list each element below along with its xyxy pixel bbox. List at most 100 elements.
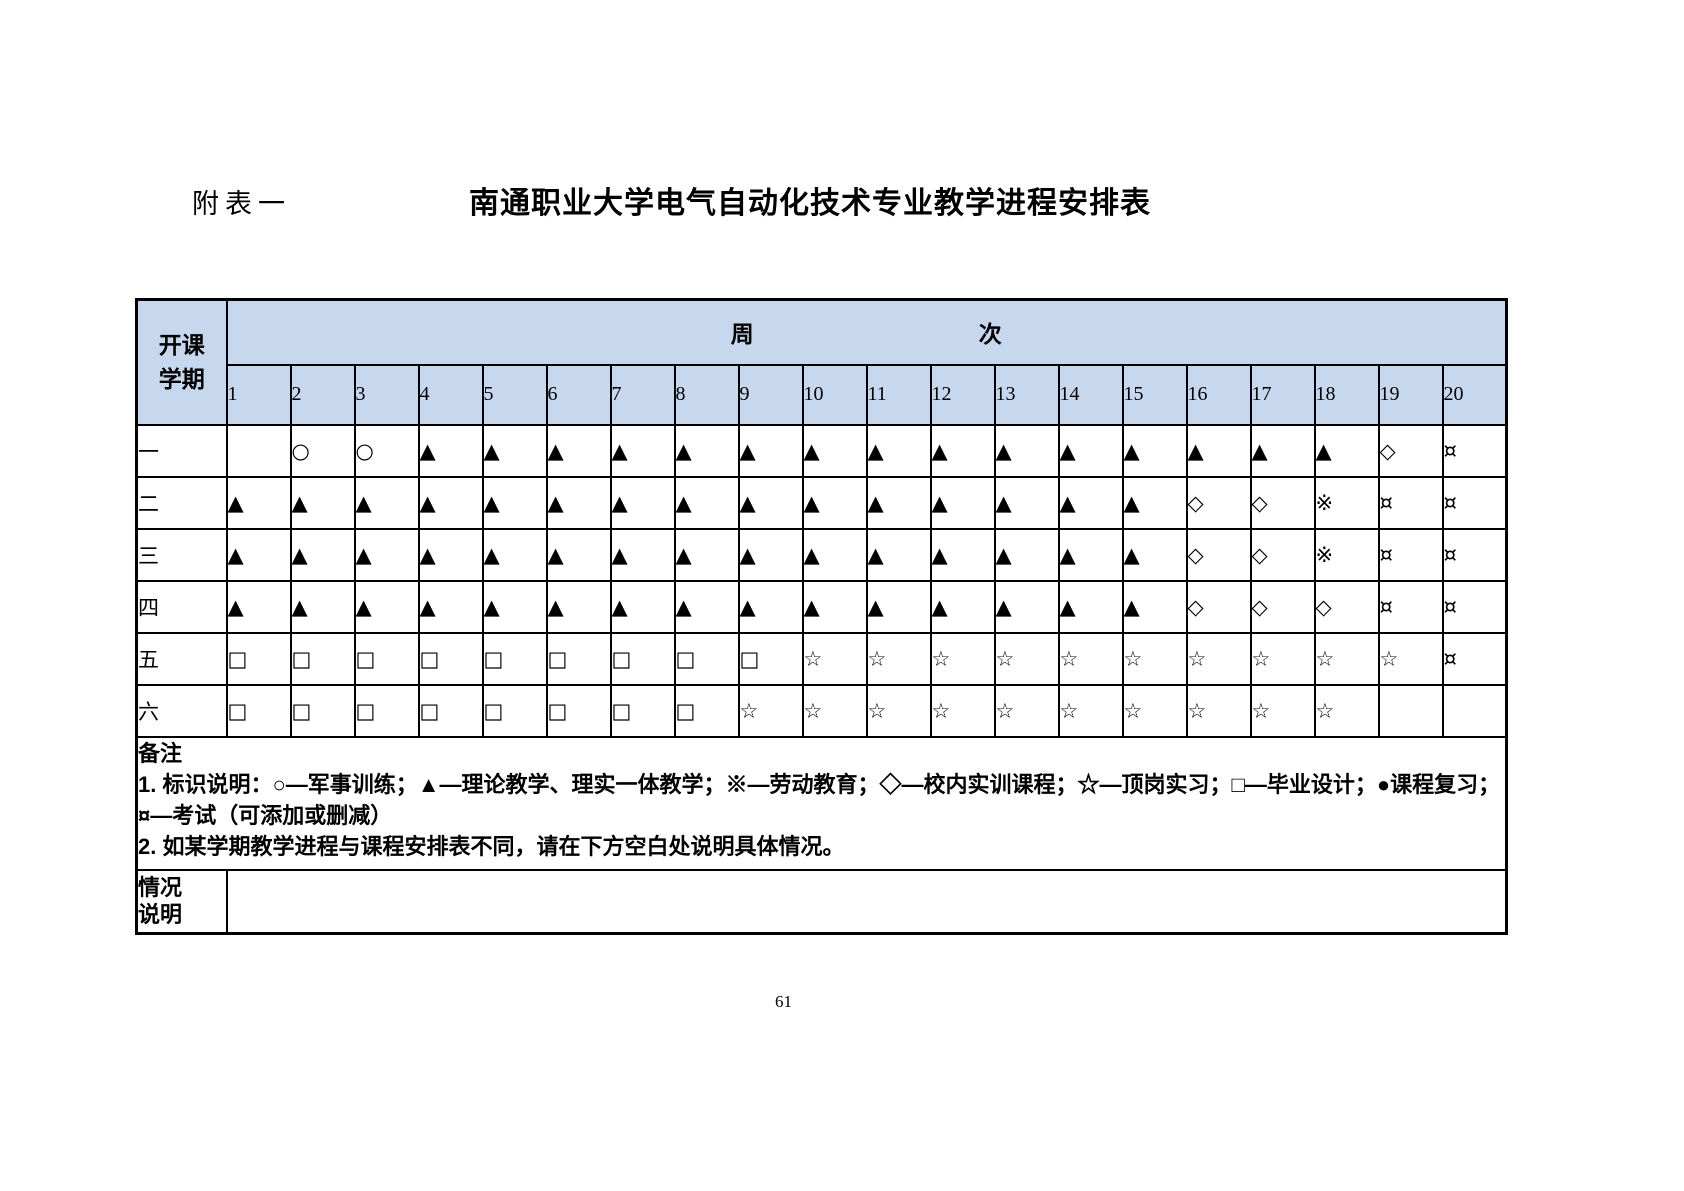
schedule-cell: ◇ [1377,423,1444,478]
schedule-cell: ▲ [865,475,932,530]
schedule-cell: ▲ [801,475,868,530]
schedule-cell: ☆ [1313,683,1380,738]
schedule-cell: ☆ [865,631,932,686]
schedule-cell: □ [609,683,676,738]
schedule-cell: ▲ [993,527,1060,582]
week-number: 7 [609,363,676,426]
schedule-cell: ☆ [801,683,868,738]
week-number: 2 [289,363,356,426]
schedule-cell: ▲ [673,527,740,582]
schedule-cell: ▲ [353,475,420,530]
schedule-cell: ▲ [673,423,740,478]
situation-row: 情况 说明 [135,868,1508,935]
schedule-cell: ☆ [993,631,1060,686]
week-header-row: 开课 学期 周 次 [135,298,1508,426]
schedule-cell: □ [353,683,420,738]
situation-label: 情况 说明 [135,868,228,935]
schedule-cell: ☆ [1249,631,1316,686]
schedule-cell: ▲ [1121,527,1188,582]
week-number: 5 [481,363,548,426]
schedule-cell: ▲ [225,475,292,530]
semester-row: 一 ○ ○ ▲ ▲ ▲ ▲ ▲ ▲ ▲ ▲ ▲ ▲ ▲ ▲ ▲ ▲ ▲ ◇ ¤ [135,423,1508,478]
schedule-cell: ▲ [993,475,1060,530]
schedule-cell [225,423,292,478]
schedule-cell: ▲ [289,475,356,530]
semester-row: 二 ▲ ▲ ▲ ▲ ▲ ▲ ▲ ▲ ▲ ▲ ▲ ▲ ▲ ▲ ▲ ◇ ◇ ※ ¤ ¤ [135,475,1508,530]
week-number: 19 [1377,363,1444,426]
notes-cell: 备注 1. 标识说明：○—军事训练；▲—理论教学、理实一体教学；※—劳动教育；◇… [135,735,1508,871]
week-number: 12 [929,363,996,426]
semester-row: 五 □ □ □ □ □ □ □ □ □ ☆ ☆ ☆ ☆ ☆ ☆ ☆ ☆ ☆ ☆ ¤ [135,631,1508,686]
schedule-cell: ▲ [225,579,292,634]
schedule-cell: ▲ [353,527,420,582]
schedule-cell: ◇ [1249,475,1316,530]
situation-input-area[interactable] [225,868,1508,935]
schedule-cell: ☆ [929,631,996,686]
schedule-cell: ▲ [1057,475,1124,530]
schedule-cell: ☆ [1249,683,1316,738]
week-number: 9 [737,363,804,426]
schedule-cell: ◇ [1185,527,1252,582]
schedule-cell: ▲ [225,527,292,582]
schedule-cell: □ [289,631,356,686]
schedule-cell: ▲ [545,423,612,478]
schedule-cell: □ [737,631,804,686]
schedule-cell: ▲ [609,475,676,530]
schedule-cell: ▲ [1121,579,1188,634]
week-number: 3 [353,363,420,426]
page-title: 南通职业大学电气自动化技术专业教学进程安排表 [469,187,1151,220]
schedule-cell: □ [417,683,484,738]
schedule-cell: □ [673,631,740,686]
schedule-cell: □ [673,683,740,738]
schedule-cell: ¤ [1441,527,1508,582]
week-header-right: 次 [978,321,1002,348]
semester-row: 四 ▲ ▲ ▲ ▲ ▲ ▲ ▲ ▲ ▲ ▲ ▲ ▲ ▲ ▲ ▲ ◇ ◇ ◇ ¤ ¤ [135,579,1508,634]
week-number: 1 [225,363,292,426]
schedule-cell: ▲ [865,527,932,582]
schedule-cell: ☆ [993,683,1060,738]
schedule-cell: □ [225,631,292,686]
week-number: 13 [993,363,1060,426]
schedule-table: 开课 学期 周 次 1 2 3 4 5 6 7 8 9 10 11 12 13 14 15 16 17 18 19 2… [135,298,1509,935]
schedule-cell: □ [353,631,420,686]
semester-label: 五 [135,631,228,686]
schedule-cell: □ [481,683,548,738]
schedule-cell: ¤ [1441,475,1508,530]
schedule-cell: ▲ [1185,423,1252,478]
schedule-cell: ▲ [417,579,484,634]
schedule-cell: ※ [1313,475,1380,530]
schedule-cell: ¤ [1377,579,1444,634]
schedule-cell: ▲ [1313,423,1380,478]
schedule-cell: ○ [289,423,356,478]
schedule-cell: ◇ [1185,579,1252,634]
schedule-cell: ▲ [353,579,420,634]
schedule-cell: □ [545,683,612,738]
schedule-cell: ※ [1313,527,1380,582]
schedule-cell: ▲ [1249,423,1316,478]
schedule-cell: ▲ [545,579,612,634]
schedule-cell: ▲ [1121,475,1188,530]
schedule-cell: ▲ [417,475,484,530]
schedule-cell: ▲ [417,527,484,582]
schedule-cell: ▲ [1057,423,1124,478]
schedule-cell: ▲ [993,423,1060,478]
semester-label: 二 [135,475,228,530]
schedule-cell: ▲ [865,423,932,478]
schedule-cell: ▲ [545,475,612,530]
week-number: 16 [1185,363,1252,426]
corner-header: 开课 学期 [135,298,228,426]
schedule-cell: ☆ [1057,631,1124,686]
schedule-cell: ▲ [929,423,996,478]
schedule-cell: □ [481,631,548,686]
schedule-cell: ◇ [1249,527,1316,582]
week-number: 10 [801,363,868,426]
schedule-cell: ▲ [737,475,804,530]
schedule-cell: ☆ [929,683,996,738]
week-number: 15 [1121,363,1188,426]
schedule-cell: ¤ [1377,475,1444,530]
schedule-cell: ▲ [929,527,996,582]
schedule-cell: ▲ [801,579,868,634]
notes-line-1: 1. 标识说明：○—军事训练；▲—理论教学、理实一体教学；※—劳动教育；◇—校内… [138,771,1501,797]
notes-label: 备注 [138,740,183,766]
